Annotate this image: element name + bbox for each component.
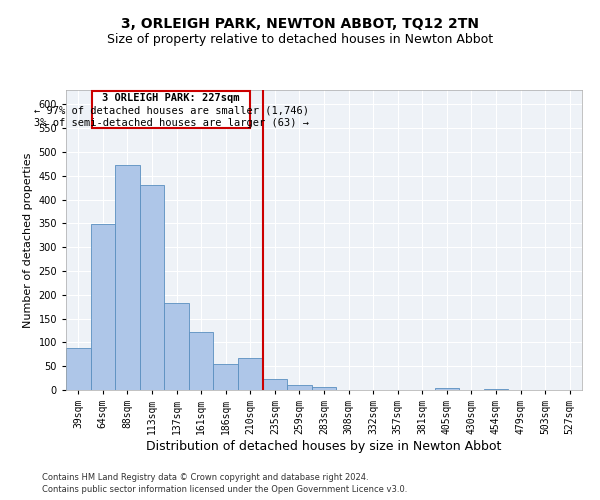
Bar [164,303,189,390]
Bar [140,185,164,390]
Bar [214,364,238,390]
Text: Size of property relative to detached houses in Newton Abbot: Size of property relative to detached ho… [107,32,493,46]
Text: ← 97% of detached houses are smaller (1,746): ← 97% of detached houses are smaller (1,… [34,106,308,116]
Bar [115,165,140,390]
Text: 3 ORLEIGH PARK: 227sqm: 3 ORLEIGH PARK: 227sqm [102,94,240,104]
FancyBboxPatch shape [92,91,250,128]
Text: Contains public sector information licensed under the Open Government Licence v3: Contains public sector information licen… [42,485,407,494]
Text: 3, ORLEIGH PARK, NEWTON ABBOT, TQ12 2TN: 3, ORLEIGH PARK, NEWTON ABBOT, TQ12 2TN [121,18,479,32]
Bar [189,332,214,390]
Y-axis label: Number of detached properties: Number of detached properties [23,152,33,328]
Bar [484,388,508,390]
Bar [434,388,459,390]
Bar [287,385,312,390]
Text: Contains HM Land Registry data © Crown copyright and database right 2024.: Contains HM Land Registry data © Crown c… [42,472,368,482]
Bar [91,224,115,390]
Bar [263,379,287,390]
Bar [238,358,263,390]
X-axis label: Distribution of detached houses by size in Newton Abbot: Distribution of detached houses by size … [146,440,502,453]
Bar [312,387,336,390]
Text: 3% of semi-detached houses are larger (63) →: 3% of semi-detached houses are larger (6… [34,118,308,128]
Bar [66,348,91,390]
